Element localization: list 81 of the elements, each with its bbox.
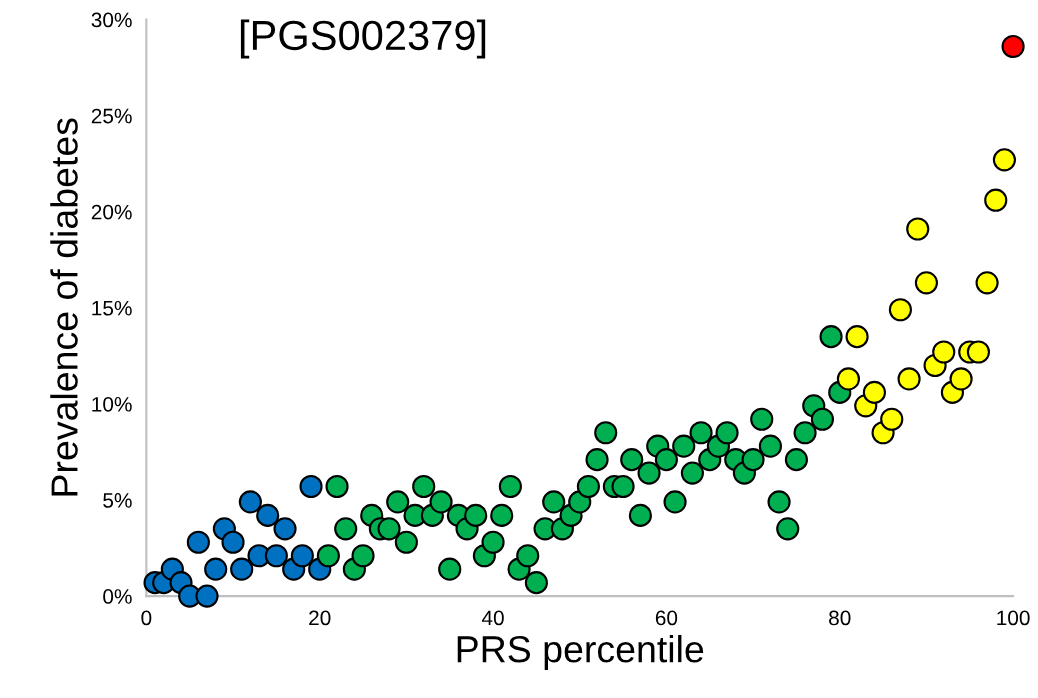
point [819,325,843,349]
point [897,367,921,391]
y-tick-label: 20% [91,204,132,220]
point [776,517,800,541]
point [290,544,314,568]
point [498,474,522,499]
point [654,448,678,472]
point [594,421,618,445]
point [767,490,791,514]
point [784,448,808,472]
point [836,367,860,391]
point [325,474,349,499]
point [585,448,609,472]
point [195,584,219,608]
y-tick-label: 10% [92,396,132,412]
x-tick-label: 60 [655,610,678,626]
point [663,490,687,514]
point [620,448,644,472]
point [394,530,418,554]
point [888,298,912,322]
chart-title: [PGS002379] [240,19,486,59]
point [862,380,886,404]
point [264,544,288,568]
y-tick-label: 30% [91,12,132,28]
point [542,490,566,514]
y-tick-label: 5% [103,493,132,508]
point [750,407,774,431]
point [845,325,869,349]
point [810,407,834,431]
point [966,340,990,364]
point [949,367,973,391]
point [906,217,930,241]
point [672,434,696,458]
point [611,474,635,499]
y-tick-label: 0% [103,589,132,604]
x-axis-title: PRS percentile [457,634,704,670]
point [256,503,280,527]
point [230,557,254,581]
point [490,503,514,527]
point [412,474,436,499]
point [221,530,245,554]
point [1001,34,1025,59]
point [464,503,488,527]
y-tick-label: 25% [91,108,132,124]
point [628,503,652,527]
point [880,407,904,431]
point [689,421,713,445]
point [238,490,262,514]
x-tick-label: 80 [829,610,851,626]
point [715,421,739,445]
point [758,434,782,458]
point [914,271,938,295]
point [299,474,323,499]
point [975,271,999,295]
point [576,474,600,499]
point [429,490,453,514]
y-tick-label: 15% [92,300,132,316]
point [186,530,210,554]
point [386,490,410,514]
point [334,517,358,541]
x-tick-label: 20 [309,610,331,626]
point [984,188,1008,212]
point [351,544,375,568]
point [637,461,661,485]
point [481,530,505,554]
point [932,340,956,364]
x-tick-label: 0 [141,610,152,626]
x-tick-label: 40 [481,610,504,626]
point [524,571,548,595]
point [516,544,540,568]
point [793,421,817,445]
point [438,557,462,581]
x-tick-label: 100 [997,610,1030,626]
y-axis-title: Prevalence of diabetes [50,118,78,496]
point [992,148,1016,172]
point [204,557,228,581]
point [741,448,765,472]
point [680,461,704,485]
point [316,544,340,568]
point [273,517,297,541]
point [377,517,401,541]
